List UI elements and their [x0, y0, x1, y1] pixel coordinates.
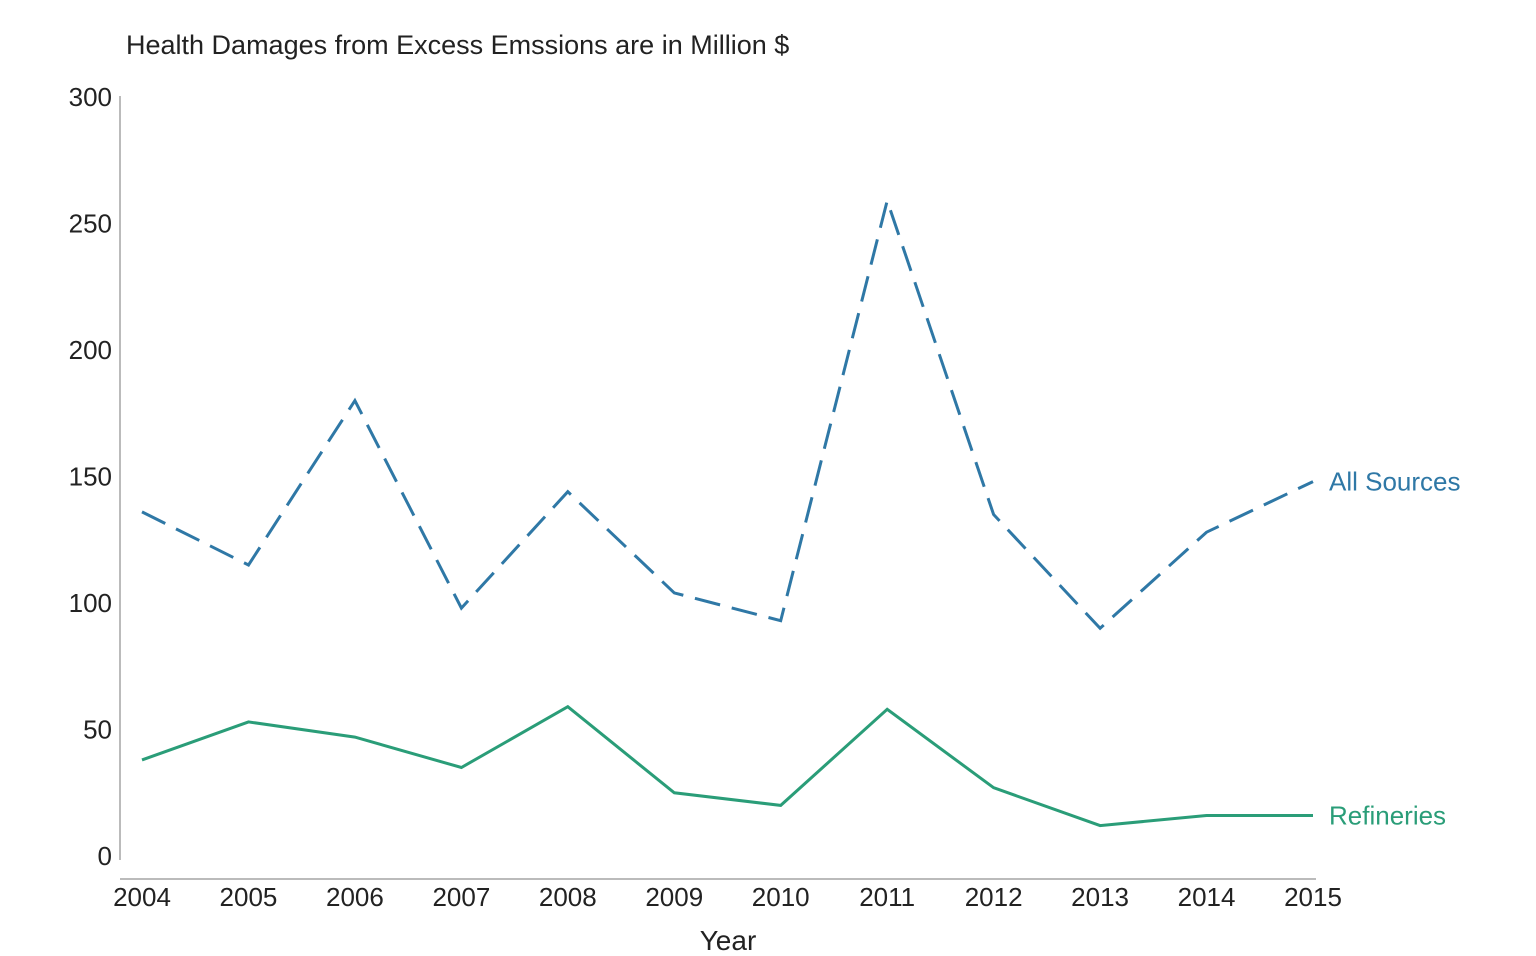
- y-tick-label: 50: [83, 715, 112, 745]
- y-tick-label: 300: [69, 82, 112, 112]
- y-tick-label: 150: [69, 462, 112, 492]
- x-tick-label: 2010: [752, 882, 810, 912]
- x-tick-label: 2004: [113, 882, 171, 912]
- series-line-1: [141, 704, 1313, 828]
- series-label-1: Refineries: [1329, 801, 1446, 831]
- x-tick-labels: 2004 2005 2006 2007 2008 2009 2010 2011 2012 2013…: [113, 882, 1342, 912]
- x-tick-label: 2015: [1284, 882, 1342, 912]
- series-line-0: [141, 195, 1314, 631]
- x-tick-label: 2008: [539, 882, 597, 912]
- y-tick-labels: 0 50 100 150 200 250 300: [69, 82, 112, 871]
- x-tick-label: 2014: [1178, 882, 1236, 912]
- series-label-0: All Sources: [1329, 467, 1461, 497]
- x-tick-label: 2009: [645, 882, 703, 912]
- y-tick-label: 200: [69, 335, 112, 365]
- x-tick-label: 2012: [965, 882, 1023, 912]
- y-tick-label: 100: [69, 588, 112, 618]
- x-tick-label: 2005: [220, 882, 278, 912]
- x-tick-label: 2013: [1071, 882, 1129, 912]
- x-tick-label: 2006: [326, 882, 384, 912]
- x-tick-label: 2007: [432, 882, 490, 912]
- x-axis-title: Year: [700, 925, 757, 956]
- chart-title: Health Damages from Excess Emssions are …: [126, 30, 790, 60]
- x-tick-label: 2011: [859, 882, 915, 912]
- y-tick-label: 0: [98, 841, 112, 871]
- y-tick-label: 250: [69, 209, 112, 239]
- series-labels: All Sources Refineries: [1329, 467, 1461, 831]
- series-lines: [141, 195, 1314, 828]
